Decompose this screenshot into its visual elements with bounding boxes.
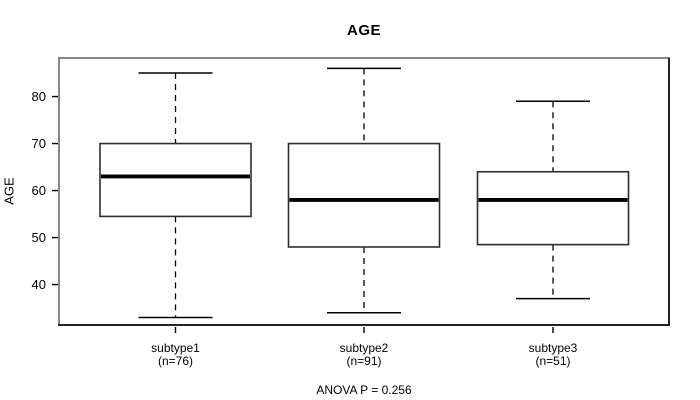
box-group-subtype1 bbox=[99, 72, 252, 333]
box-group-subtype2 bbox=[287, 67, 441, 333]
y-tick-label: 50 bbox=[32, 230, 46, 245]
y-tick-label: 60 bbox=[32, 183, 46, 198]
category-label-subtype2: subtype2 (n=91) bbox=[340, 342, 389, 368]
iqr-box bbox=[287, 142, 441, 248]
category-label-subtype1: subtype1 (n=76) bbox=[151, 342, 200, 368]
category-name: subtype2 bbox=[339, 341, 389, 355]
iqr-box bbox=[476, 170, 630, 246]
iqr-box bbox=[99, 142, 252, 218]
category-name: subtype1 bbox=[151, 341, 200, 355]
y-tick-label: 80 bbox=[32, 89, 46, 104]
category-label-subtype3: subtype3 (n=51) bbox=[529, 342, 578, 368]
y-tick-label: 40 bbox=[32, 277, 46, 292]
category-n-count: (n=91) bbox=[346, 354, 382, 368]
box-group-subtype3 bbox=[476, 100, 630, 333]
y-axis-title: AGE bbox=[1, 177, 17, 205]
category-n-count: (n=51) bbox=[535, 354, 571, 368]
chart-title: AGE bbox=[346, 22, 381, 39]
anova-pvalue-note: ANOVA P = 0.256 bbox=[316, 383, 412, 397]
y-tick-label: 70 bbox=[32, 136, 46, 151]
category-name: subtype3 bbox=[528, 341, 578, 355]
category-n-count: (n=76) bbox=[157, 354, 194, 368]
